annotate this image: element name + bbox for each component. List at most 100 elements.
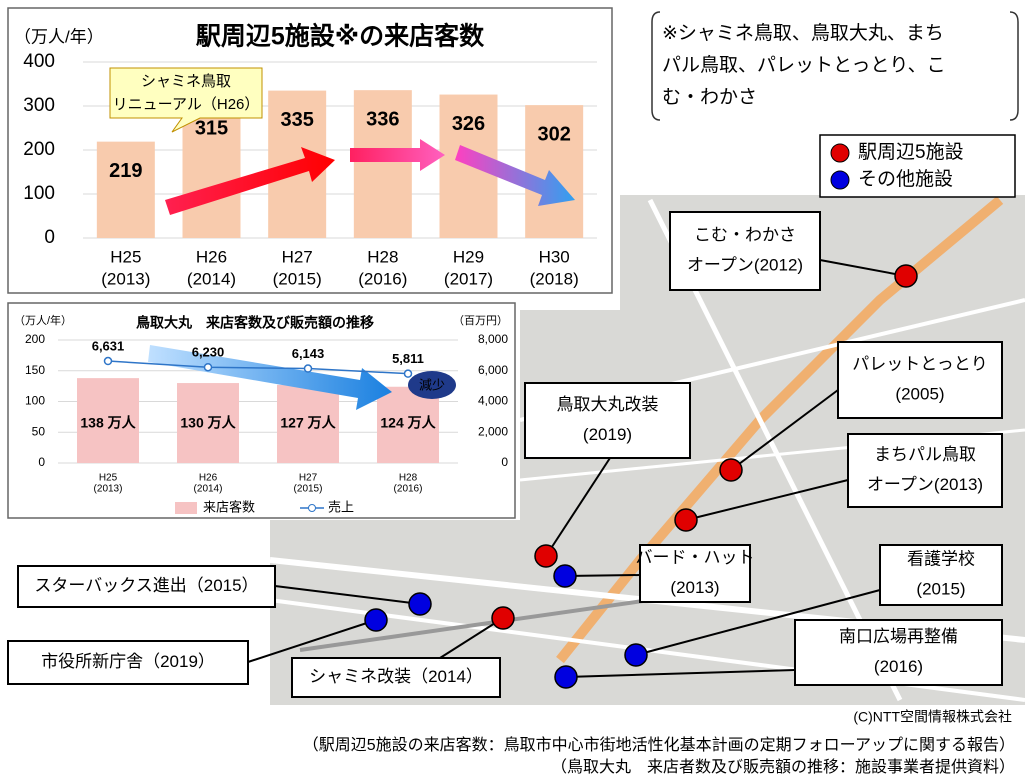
map-marker [894, 264, 918, 288]
place-label: まちパル鳥取 [874, 445, 976, 464]
map-marker [534, 544, 558, 568]
chart-title: 駅周辺5施設※の来店客数 [196, 22, 485, 51]
leader-line [685, 479, 849, 521]
place-label: こむ・わかさ [694, 225, 796, 244]
y-tick-label: 200 [23, 139, 55, 160]
note-bracket [651, 11, 1019, 121]
note: む・わかさ [662, 87, 757, 108]
annotation-badge [408, 371, 456, 399]
x-tick-label: H29 [453, 247, 484, 266]
label-box [837, 341, 1003, 419]
y2-tick-label: 0 [501, 455, 508, 469]
x-tick-label: (2014) [194, 484, 223, 495]
map-marker [408, 592, 432, 616]
leader-line [565, 669, 796, 678]
leader-line [635, 589, 881, 656]
value-label: 6,143 [292, 346, 325, 361]
line [107, 360, 409, 375]
label-box [879, 544, 1003, 606]
leader-line [439, 617, 504, 659]
legend-label: 来店客数 [203, 499, 255, 514]
value-label: 335 [280, 109, 313, 131]
bar [525, 105, 584, 239]
x-tick-label: (2013) [101, 269, 150, 288]
y-tick-label: 200 [25, 332, 45, 346]
place-label: 鳥取大丸改装 [557, 395, 659, 414]
map-marker [674, 508, 698, 532]
place-label: バード・ハット [636, 548, 755, 567]
label-box [847, 433, 1003, 508]
y2-axis-label: （百万円） [453, 314, 508, 327]
bar [353, 90, 412, 238]
x-tick-label: (2016) [394, 484, 423, 495]
legend-label: 駅周辺5施設 [858, 141, 964, 163]
place-label: (2019) [583, 425, 632, 444]
y-tick-label: 300 [23, 95, 55, 116]
leader-line [274, 585, 421, 605]
legend-label: その他施設 [858, 168, 953, 190]
x-tick-label: (2015) [273, 269, 322, 288]
leader-line [247, 619, 377, 663]
annotation: 減少 [419, 377, 445, 392]
copyright: (C)NTT空間情報株式会社 [853, 709, 1012, 725]
label-box [794, 619, 1003, 686]
y-tick-label: 100 [25, 394, 45, 408]
x-tick-label: H30 [539, 247, 570, 266]
bar [277, 384, 339, 463]
trend-arrow [165, 147, 335, 215]
y2-tick-label: 2,000 [478, 424, 508, 438]
value-label: 336 [366, 108, 399, 130]
bar [96, 141, 155, 238]
value-label: 219 [109, 160, 142, 182]
y-tick-label: 0 [38, 455, 45, 469]
x-tick-label: H28 [367, 247, 398, 266]
x-tick-label: H26 [199, 473, 218, 484]
trend-arrow [455, 145, 575, 206]
value-label: 138 万人 [80, 415, 136, 431]
legend-box [819, 134, 1016, 198]
x-tick-label: (2014) [187, 269, 236, 288]
x-tick-label: (2013) [94, 484, 123, 495]
y-tick-label: 150 [25, 363, 45, 377]
x-tick-label: H26 [196, 247, 227, 266]
bar [377, 386, 439, 463]
map-marker [491, 606, 515, 630]
x-tick-label: H27 [299, 473, 318, 484]
legend-marker [830, 143, 850, 163]
map-marker [553, 564, 577, 588]
legend-swatch [175, 502, 197, 514]
value-label: 6,631 [92, 338, 125, 353]
value-label: 302 [537, 123, 570, 145]
bar [182, 99, 241, 239]
map-marker [719, 458, 743, 482]
x-tick-label: H25 [99, 473, 118, 484]
y2-tick-label: 6,000 [478, 363, 508, 377]
chart-title: 鳥取大丸 来店客数及び販売額の推移 [136, 315, 374, 331]
x-tick-label: (2018) [530, 269, 579, 288]
legend-marker [830, 170, 850, 190]
legend-label: 売上 [328, 499, 354, 514]
note: パル鳥取、パレットとっとり、こ [662, 54, 946, 76]
place-label: スターバックス進出（2015） [34, 576, 258, 595]
note: ※シャミネ鳥取、鳥取大丸、まち [662, 22, 944, 44]
value-label: 127 万人 [280, 415, 336, 431]
trend-arrow [350, 139, 445, 171]
y-tick-label: 0 [44, 227, 55, 248]
value-label: 315 [195, 118, 228, 140]
label-box [639, 544, 751, 603]
value-label: 326 [452, 113, 485, 135]
place-label: オープン(2012) [687, 255, 803, 274]
value-label: 130 万人 [180, 415, 236, 431]
leader-line [564, 574, 641, 577]
annotation-callout [109, 67, 263, 133]
x-tick-label: H25 [110, 247, 141, 266]
place-label: 看護学校 [907, 549, 975, 568]
x-tick-label: (2016) [358, 269, 407, 288]
place-label: (2015) [916, 579, 965, 598]
y-tick-label: 100 [23, 183, 55, 204]
line-marker [203, 362, 213, 372]
y-tick-label: 400 [23, 51, 55, 72]
label-box [17, 565, 276, 608]
label-box [291, 657, 501, 698]
